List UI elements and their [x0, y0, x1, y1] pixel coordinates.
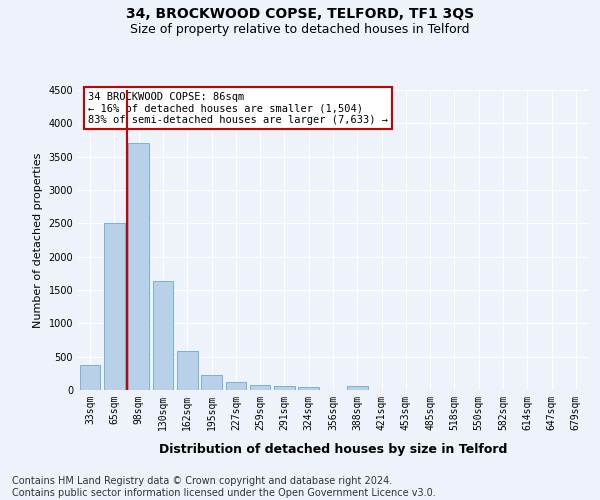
Bar	[104, 222, 125, 390]
Text: Contains HM Land Registry data © Crown copyright and database right 2024.
Contai: Contains HM Land Registry data © Crown c…	[12, 476, 436, 498]
Text: 34 BROCKWOOD COPSE: 86sqm
← 16% of detached houses are smaller (1,504)
83% of se: 34 BROCKWOOD COPSE: 86sqm ← 16% of detac…	[88, 92, 388, 124]
Text: 34, BROCKWOOD COPSE, TELFORD, TF1 3QS: 34, BROCKWOOD COPSE, TELFORD, TF1 3QS	[126, 8, 474, 22]
Text: Size of property relative to detached houses in Telford: Size of property relative to detached ho…	[130, 22, 470, 36]
Text: Distribution of detached houses by size in Telford: Distribution of detached houses by size …	[159, 442, 507, 456]
Bar	[201, 375, 222, 390]
Bar	[152, 282, 173, 390]
Y-axis label: Number of detached properties: Number of detached properties	[33, 152, 43, 328]
Bar	[347, 386, 368, 390]
Bar	[226, 382, 246, 390]
Bar	[250, 385, 271, 390]
Bar	[128, 142, 149, 390]
Bar	[80, 366, 100, 390]
Bar	[298, 388, 319, 390]
Bar	[177, 350, 197, 390]
Bar	[274, 386, 295, 390]
